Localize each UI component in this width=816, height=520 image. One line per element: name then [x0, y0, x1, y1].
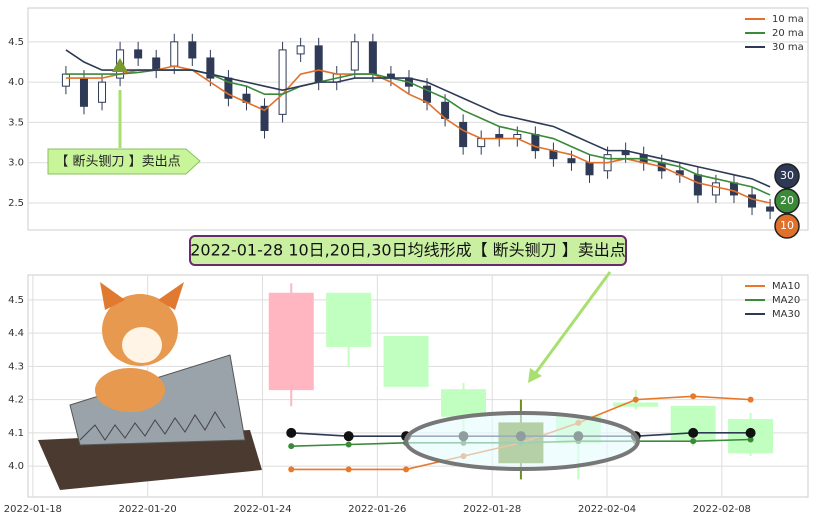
candle-body: [748, 194, 757, 208]
dog-ear: [100, 282, 125, 310]
y-tick-label: 4.4: [8, 328, 24, 339]
dog-body: [95, 368, 165, 412]
highlight-ellipse: [404, 411, 640, 471]
x-tick-label: 2022-01-18: [4, 504, 62, 515]
candle-body: [383, 335, 429, 387]
candle-body: [350, 41, 359, 71]
y-tick-label: 4.1: [8, 428, 24, 439]
end-label: 20: [780, 194, 794, 207]
x-tick-label: 2022-02-08: [693, 504, 751, 515]
ma-point: [688, 427, 699, 438]
ma-line: [65, 65, 771, 204]
candle-body: [766, 206, 775, 212]
candle-body: [206, 57, 215, 79]
y-tick-label: 3.0: [8, 158, 24, 169]
candle-body: [278, 49, 287, 115]
candle-body: [613, 402, 659, 407]
end-badge: [774, 213, 800, 239]
candle-body: [477, 138, 486, 148]
y-tick-label: 4.0: [8, 77, 24, 88]
candle-body: [268, 292, 314, 391]
annotation-box: [47, 148, 201, 175]
dog-muzzle: [122, 327, 162, 363]
ma-point: [345, 466, 352, 473]
ma-point: [343, 431, 354, 442]
legend-label: MA10: [772, 281, 800, 292]
top-chart: 2.5 3.0 3.5 4.0 4.5 10 ma 20 ma 30 ma 30 20 10: [8, 14, 808, 239]
y-tick-label: 2.5: [8, 198, 24, 209]
decoration: [38, 282, 262, 490]
x-tick-label: 2022-01-20: [119, 504, 177, 515]
candle-body: [531, 134, 540, 152]
candle-body: [188, 41, 197, 59]
candle-body: [170, 41, 179, 67]
annotation: 【 断头铡刀 】卖出点: [55, 155, 180, 170]
end-label: 30: [780, 169, 794, 182]
banner-text: 2022-01-28 10日,20日,30日均线形成【 断头铡刀 】卖出点: [190, 241, 626, 260]
ma-point: [745, 427, 756, 438]
ma-point: [690, 393, 697, 400]
y-tick-label: 3.5: [8, 117, 24, 128]
legend-label: 30 ma: [772, 42, 804, 53]
ma-point: [288, 443, 295, 450]
candle-body: [260, 105, 269, 131]
pointer-arrow-head: [528, 368, 542, 383]
y-tick-label: 4.5: [8, 295, 24, 306]
y-tick-label: 4.3: [8, 361, 24, 372]
blade-teeth: [79, 411, 226, 441]
candle-body: [326, 292, 372, 347]
candle-body: [693, 174, 702, 196]
candle-body: [729, 182, 738, 196]
ma-point: [286, 427, 297, 438]
candle-body: [79, 77, 88, 107]
banner: [189, 235, 627, 266]
y-tick-label: 4.0: [8, 461, 24, 472]
ma-point: [690, 438, 697, 445]
legend-label: MA20: [772, 295, 800, 306]
candle-body: [440, 389, 486, 417]
candle-body: [98, 81, 107, 103]
ma-point: [288, 466, 295, 473]
signal-marker: [112, 58, 128, 72]
pointer-arrow: [530, 271, 612, 379]
legend-label: 10 ma: [772, 14, 804, 25]
ma-point: [632, 396, 639, 403]
end-badge: [774, 188, 800, 214]
x-tick-label: 2022-02-04: [578, 504, 636, 515]
end-badge: [774, 163, 800, 189]
end-label: 10: [780, 219, 794, 232]
ma-point: [747, 436, 754, 443]
ma-line: [65, 49, 771, 188]
candle-body: [567, 158, 576, 164]
candle-body: [296, 45, 305, 55]
candle-body: [368, 41, 377, 75]
x-tick-label: 2022-01-28: [463, 504, 521, 515]
ma-point: [345, 441, 352, 448]
legend-label: MA30: [772, 309, 800, 320]
candle-body: [134, 49, 143, 59]
candle-body: [314, 45, 323, 83]
y-tick-label: 4.5: [8, 37, 24, 48]
y-tick-label: 4.2: [8, 395, 24, 406]
candle-body: [711, 182, 720, 196]
x-tick-label: 2022-01-24: [233, 504, 291, 515]
candle-body: [585, 162, 594, 176]
ma-point: [747, 396, 754, 403]
ma-point: [403, 466, 410, 473]
candle-body: [61, 73, 70, 87]
x-tick-label: 2022-01-26: [348, 504, 406, 515]
candle-body: [459, 121, 468, 148]
dog-ear: [158, 282, 184, 310]
legend-label: 20 ma: [772, 28, 804, 39]
top-plot-frame: [27, 7, 809, 231]
candle-body: [152, 57, 161, 71]
